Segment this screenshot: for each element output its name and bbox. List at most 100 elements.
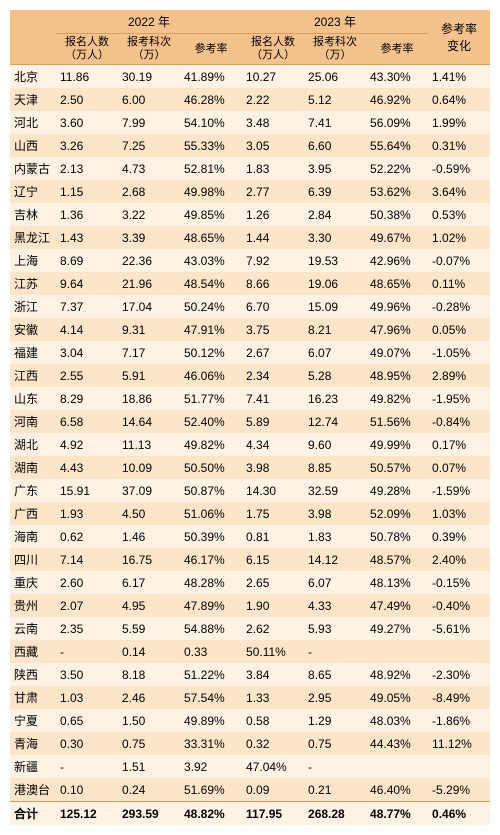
cell-region: 黑龙江 <box>10 226 56 249</box>
cell-subjects-23: 5.93 <box>304 617 366 640</box>
cell-change: 1.03% <box>428 502 490 525</box>
cell-subjects-23: 16.23 <box>304 387 366 410</box>
table-row: 山东8.2918.8651.77%7.4116.2349.82%-1.95% <box>10 387 490 410</box>
cell-applicants-22: 2.13 <box>56 157 118 180</box>
cell-rate-22: 50.39% <box>180 525 242 548</box>
cell-subjects-22: 6.00 <box>118 88 180 111</box>
cell-applicants-23: 1.90 <box>242 594 304 617</box>
cell-rate-22: 3.92 <box>180 755 242 778</box>
cell-rate-22: 54.88% <box>180 617 242 640</box>
cell-applicants-23: 1.83 <box>242 157 304 180</box>
cell-rate-23: 47.49% <box>366 594 428 617</box>
cell-applicants-22: 4.43 <box>56 456 118 479</box>
cell-rate-22: 48.54% <box>180 272 242 295</box>
cell-applicants-22: 2.60 <box>56 571 118 594</box>
cell-change: -0.40% <box>428 594 490 617</box>
cell-subjects-23: 25.06 <box>304 65 366 89</box>
cell-applicants-22: 9.64 <box>56 272 118 295</box>
cell-region: 湖北 <box>10 433 56 456</box>
table-row: 北京11.8630.1941.89%10.2725.0643.30%1.41% <box>10 65 490 89</box>
table-row: 西藏-0.140.3350.11%- <box>10 640 490 663</box>
cell-applicants-22: 0.30 <box>56 732 118 755</box>
cell-change: -5.61% <box>428 617 490 640</box>
cell-subjects-22: 14.64 <box>118 410 180 433</box>
cell-subjects-23: 6.07 <box>304 571 366 594</box>
table-row: 上海8.6922.3643.03%7.9219.5342.96%-0.07% <box>10 249 490 272</box>
cell-rate-22: 51.69% <box>180 778 242 802</box>
cell-region: 河南 <box>10 410 56 433</box>
cell-subjects-23: 268.28 <box>304 802 366 826</box>
cell-applicants-23: 117.95 <box>242 802 304 826</box>
cell-rate-23: 51.56% <box>366 410 428 433</box>
cell-rate-23: 49.82% <box>366 387 428 410</box>
cell-region: 吉林 <box>10 203 56 226</box>
table-row: 黑龙江1.433.3948.65%1.443.3049.67%1.02% <box>10 226 490 249</box>
cell-subjects-22: 4.50 <box>118 502 180 525</box>
cell-subjects-22: 30.19 <box>118 65 180 89</box>
table-row: 辽宁1.152.6849.98%2.776.3953.62%3.64% <box>10 180 490 203</box>
cell-rate-22: 49.89% <box>180 709 242 732</box>
cell-subjects-22: 4.73 <box>118 157 180 180</box>
cell-applicants-23: 2.67 <box>242 341 304 364</box>
cell-applicants-23: 3.48 <box>242 111 304 134</box>
cell-applicants-22: 1.36 <box>56 203 118 226</box>
table-row: 海南0.621.4650.39%0.811.8350.78%0.39% <box>10 525 490 548</box>
cell-region: 宁夏 <box>10 709 56 732</box>
cell-change: 0.39% <box>428 525 490 548</box>
cell-rate-22: 46.06% <box>180 364 242 387</box>
cell-change: -1.95% <box>428 387 490 410</box>
cell-change: 0.46% <box>428 802 490 826</box>
cell-subjects-23: 32.59 <box>304 479 366 502</box>
cell-rate-23: 52.22% <box>366 157 428 180</box>
table-row: 山西3.267.2555.33%3.056.6055.64%0.31% <box>10 134 490 157</box>
cell-applicants-22: 0.65 <box>56 709 118 732</box>
cell-applicants-22: 1.93 <box>56 502 118 525</box>
cell-applicants-23: 0.09 <box>242 778 304 802</box>
cell-subjects-22: 5.59 <box>118 617 180 640</box>
table-row: 福建3.047.1750.12%2.676.0749.07%-1.05% <box>10 341 490 364</box>
cell-region: 江苏 <box>10 272 56 295</box>
cell-subjects-23: 6.60 <box>304 134 366 157</box>
cell-rate-23: 49.07% <box>366 341 428 364</box>
cell-change: 0.05% <box>428 318 490 341</box>
cell-region: 湖南 <box>10 456 56 479</box>
cell-applicants-22: 1.43 <box>56 226 118 249</box>
cell-applicants-22: 0.10 <box>56 778 118 802</box>
cell-rate-23: 50.78% <box>366 525 428 548</box>
cell-applicants-22: 2.07 <box>56 594 118 617</box>
cell-region: 山东 <box>10 387 56 410</box>
cell-subjects-22: 3.39 <box>118 226 180 249</box>
cell-applicants-22: 8.29 <box>56 387 118 410</box>
table-row: 河南6.5814.6452.40%5.8912.7451.56%-0.84% <box>10 410 490 433</box>
cell-subjects-22: 10.09 <box>118 456 180 479</box>
cell-subjects-22: 6.17 <box>118 571 180 594</box>
table-row: 河北3.607.9954.10%3.487.4156.09%1.99% <box>10 111 490 134</box>
cell-subjects-23: 0.75 <box>304 732 366 755</box>
cell-applicants-22: 4.92 <box>56 433 118 456</box>
cell-applicants-23: 3.05 <box>242 134 304 157</box>
cell-rate-22: 49.98% <box>180 180 242 203</box>
table-row: 青海0.300.7533.31%0.320.7544.43%11.12% <box>10 732 490 755</box>
cell-rate-22: 51.06% <box>180 502 242 525</box>
cell-subjects-23: 8.21 <box>304 318 366 341</box>
cell-rate-22: 33.31% <box>180 732 242 755</box>
cell-rate-22: 43.03% <box>180 249 242 272</box>
data-table: 2022 年 2023 年 参考率 变化 报名人数 （万人） 报考科次 （万） … <box>10 10 490 825</box>
cell-applicants-23: 7.92 <box>242 249 304 272</box>
cell-applicants-23: 0.32 <box>242 732 304 755</box>
header-rate-22: 参考率 <box>180 34 242 65</box>
cell-rate-22: 51.77% <box>180 387 242 410</box>
cell-region: 山西 <box>10 134 56 157</box>
cell-applicants-23: 2.34 <box>242 364 304 387</box>
cell-subjects-23: 15.09 <box>304 295 366 318</box>
cell-rate-23: 49.28% <box>366 479 428 502</box>
cell-applicants-23: 10.27 <box>242 65 304 89</box>
header-change: 参考率 变化 <box>428 10 490 65</box>
cell-rate-22: 46.17% <box>180 548 242 571</box>
cell-region: 青海 <box>10 732 56 755</box>
header-rate-23: 参考率 <box>366 34 428 65</box>
header-applicants-23: 报名人数 （万人） <box>242 34 304 65</box>
cell-subjects-22: 1.51 <box>118 755 180 778</box>
cell-subjects-23: 3.30 <box>304 226 366 249</box>
cell-region: 西藏 <box>10 640 56 663</box>
